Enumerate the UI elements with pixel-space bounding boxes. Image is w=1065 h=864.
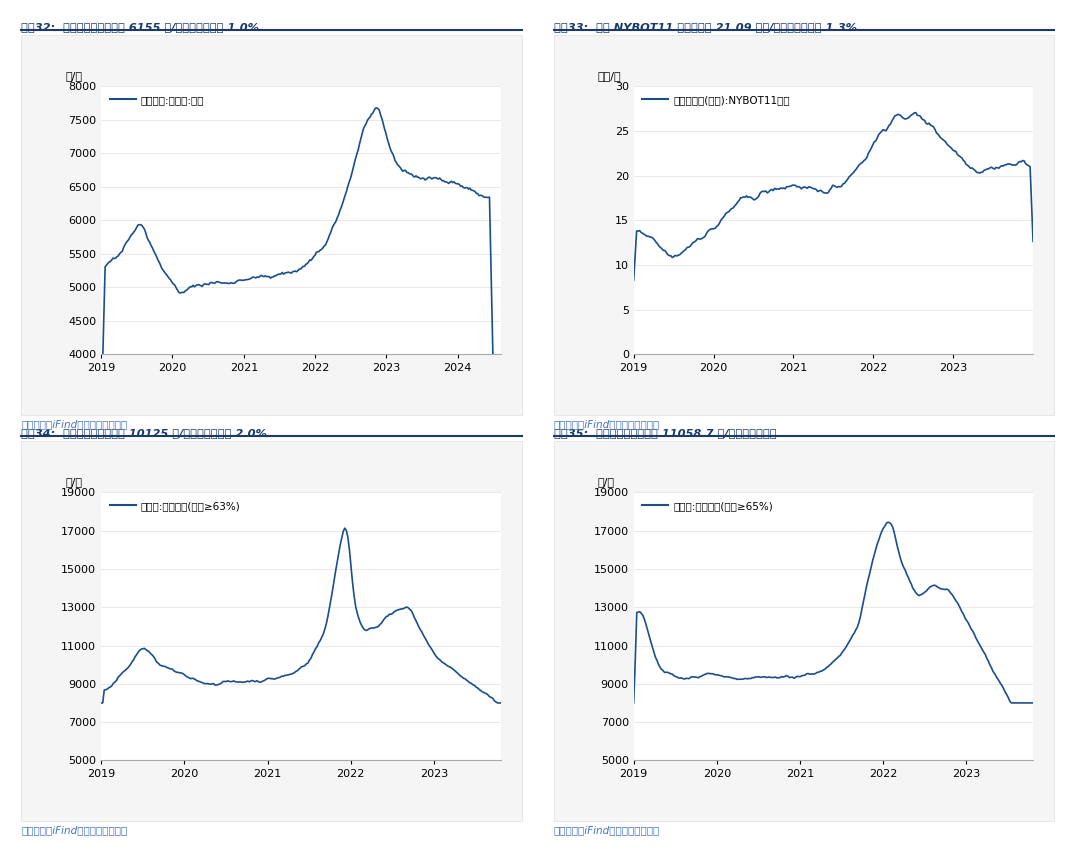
- Text: 图表33:  本周 NYBOT11 号糖收盘价 21.09 美分/磅，较上周下跌 1.3%: 图表33: 本周 NYBOT11 号糖收盘价 21.09 美分/磅，较上周下跌 …: [554, 22, 857, 32]
- Text: 美分/磅: 美分/磅: [597, 71, 621, 81]
- Text: 图表32:  本周柳州白糖现货价 6155 元/吨，较上周上涨 1.0%: 图表32: 本周柳州白糖现货价 6155 元/吨，较上周上涨 1.0%: [21, 22, 259, 32]
- Text: 元/吨: 元/吨: [597, 477, 615, 487]
- Text: 资料来源：iFind，国盛证券研究所: 资料来源：iFind，国盛证券研究所: [21, 825, 128, 835]
- Text: 资料来源：iFind，国盛证券研究所: 资料来源：iFind，国盛证券研究所: [554, 825, 660, 835]
- Legend: 期货收盘价(活跃):NYBOT11号糖: 期货收盘价(活跃):NYBOT11号糖: [639, 92, 793, 108]
- Text: 元/吨: 元/吨: [65, 71, 82, 81]
- Text: 图表35:  本周进口鱼粉现货价 11058.7 元/吨，较上周持平: 图表35: 本周进口鱼粉现货价 11058.7 元/吨，较上周持平: [554, 428, 776, 438]
- Text: 资料来源：iFind，国盛证券研究所: 资料来源：iFind，国盛证券研究所: [21, 419, 128, 429]
- Text: 资料来源：iFind，国盛证券研究所: 资料来源：iFind，国盛证券研究所: [554, 419, 660, 429]
- Legend: 现货价:进口鱼粉(蛋白≥65%): 现货价:进口鱼粉(蛋白≥65%): [639, 498, 776, 514]
- Text: 图表34:  本周国产鱼粉现货价 10125 元/吨，较上周上涨 2.0%: 图表34: 本周国产鱼粉现货价 10125 元/吨，较上周上涨 2.0%: [21, 428, 267, 438]
- Text: 元/吨: 元/吨: [65, 477, 82, 487]
- Legend: 现货价:国产鱼粉(蛋白≥63%): 现货价:国产鱼粉(蛋白≥63%): [106, 498, 244, 514]
- Legend: 现货价格:白砂糖:柳州: 现货价格:白砂糖:柳州: [106, 92, 208, 108]
